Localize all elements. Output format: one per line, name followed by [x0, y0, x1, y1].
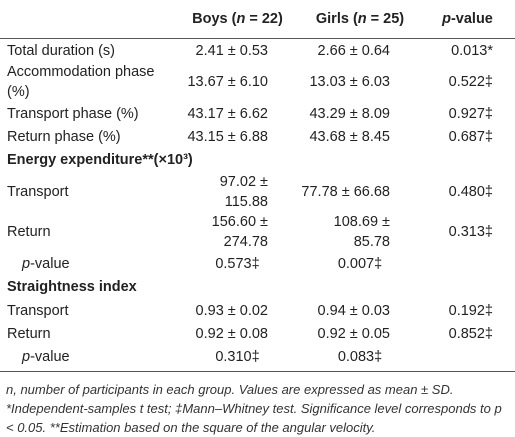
data-row: Total duration (s) 2.41 ± 0.53 2.66 ± 0.64… [0, 39, 515, 63]
text-segment: p [22, 255, 31, 272]
value-cell: 43.15 ± 6.88 [187, 128, 268, 145]
data-row: Accommodation phase (%) 13.67 ± 6.10 13.03… [0, 62, 515, 102]
data-row: p-value 0.310‡ 0.083‡ [0, 345, 515, 372]
header-cell [0, 0, 175, 39]
value-cell: 0.852‡ [448, 325, 493, 342]
row-label: Return [7, 224, 51, 240]
value-cell: 43.29 ± 8.09 [309, 105, 390, 122]
value-cell: 0.310‡ [175, 345, 300, 372]
data-row: Transport phase (%) 43.17 ± 6.62 43.29 ± 8… [0, 102, 515, 125]
value-cell: 0.480‡ [448, 184, 493, 200]
empty-cell [420, 252, 515, 275]
data-row: Return phase (%) 43.15 ± 6.88 43.68 ± 8.45… [0, 125, 515, 148]
section-row: Energy expenditure**(×10³) [0, 148, 515, 172]
value-cell: 0.007‡ [337, 255, 383, 272]
data-row: Return 0.92 ± 0.08 0.92 ± 0.05 0.852‡ [0, 322, 515, 345]
value-cell: 0.522‡ [448, 74, 493, 90]
row-label: Return phase (%) [7, 128, 121, 145]
value-cell: 0.313‡ [448, 224, 493, 240]
value-cell: 0.92 ± 0.05 [317, 325, 390, 342]
value-cell: 0.93 ± 0.02 [195, 302, 268, 319]
value-cell: 2.66 ± 0.64 [317, 42, 390, 59]
header-cell: p-value [420, 0, 515, 39]
value-cell: 0.927‡ [448, 105, 493, 122]
text-segment: -value [30, 348, 70, 365]
text-segment: p [22, 348, 31, 365]
value-cell: 0.92 ± 0.08 [195, 325, 268, 342]
value-cell: 43.17 ± 6.62 [187, 105, 268, 122]
value-cell: 0.573‡ [215, 255, 260, 272]
header-cell: Boys (n = 22) [175, 0, 300, 39]
text-segment: -value [450, 11, 493, 27]
row-label: Transport phase (%) [7, 105, 139, 122]
text-segment: = 25) [366, 11, 405, 27]
data-table: Boys (n = 22) Girls (n = 25) p-value Total… [0, 0, 515, 372]
row-label: p-value [0, 252, 175, 275]
value-cell: 13.67 ± 6.10 [187, 74, 268, 90]
data-row: p-value 0.573‡ 0.007‡ [0, 252, 515, 275]
data-row: Return 156.60 ± 274.78 108.69 ± 85.78 0.313… [0, 212, 515, 252]
row-label: Accommodation phase (%) [7, 64, 155, 100]
row-label: Transport [7, 184, 69, 200]
data-row: Transport 0.93 ± 0.02 0.94 ± 0.03 0.192‡ [0, 299, 515, 322]
section-label: Straightness index [7, 279, 137, 295]
text-segment: n [236, 11, 246, 27]
row-label: Total duration (s) [7, 42, 115, 59]
text-segment: = 22) [245, 11, 283, 27]
empty-cell [420, 345, 515, 372]
value-cell: 156.60 ± 274.78 [211, 214, 268, 250]
row-label: p-value [0, 345, 175, 372]
value-cell: 0.687‡ [448, 128, 493, 145]
value-cell: 0.083‡ [300, 345, 420, 372]
header-row: Boys (n = 22) Girls (n = 25) p-value [0, 0, 515, 39]
value-cell: 13.03 ± 6.03 [309, 74, 390, 90]
text-segment: p [442, 11, 451, 27]
header-cell: Girls (n = 25) [300, 0, 420, 39]
text-segment: Boys ( [192, 11, 237, 27]
row-label: Transport [7, 302, 69, 319]
value-cell: 0.94 ± 0.03 [317, 302, 390, 319]
text-segment: Girls ( [315, 11, 358, 27]
section-label: Energy expenditure**(×10³) [7, 152, 193, 168]
value-cell: 43.68 ± 8.45 [309, 128, 390, 145]
value-cell: 0.192‡ [448, 302, 493, 319]
value-cell: 97.02 ± 115.88 [219, 174, 268, 210]
row-label: Return [7, 325, 51, 342]
value-cell: 108.69 ± 85.78 [333, 214, 390, 250]
value-cell: 2.41 ± 0.53 [195, 42, 268, 59]
text-segment: -value [30, 255, 70, 272]
section-row: Straightness index [0, 275, 515, 299]
value-cell: 0.013* [451, 42, 493, 59]
table-body: Total duration (s) 2.41 ± 0.53 2.66 ± 0.64… [0, 39, 515, 372]
data-row: Transport 97.02 ± 115.88 77.78 ± 66.68 0.48… [0, 172, 515, 212]
text-segment: n [357, 11, 367, 27]
value-cell: 77.78 ± 66.68 [301, 184, 390, 200]
